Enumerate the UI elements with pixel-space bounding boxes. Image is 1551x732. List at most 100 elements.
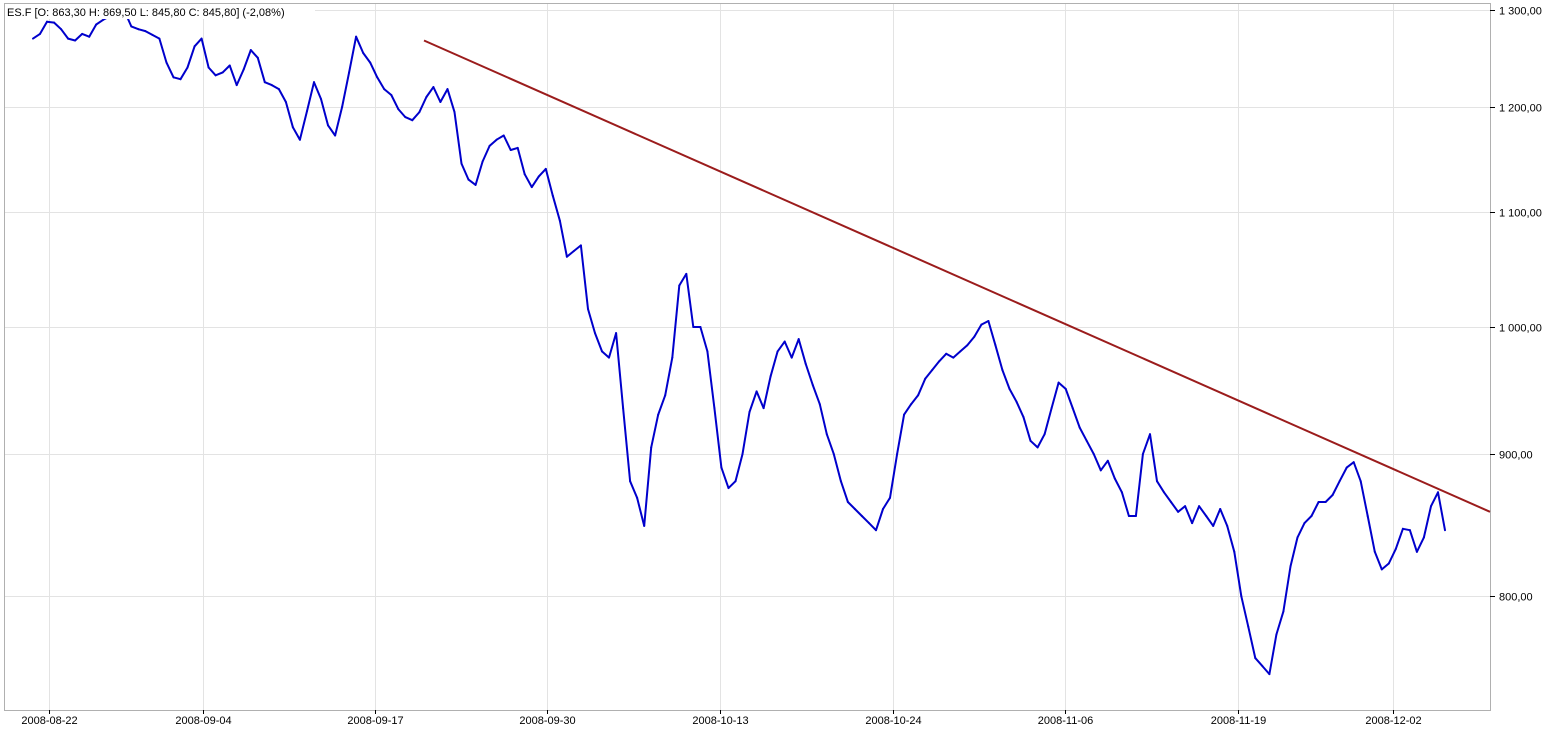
price-segment bbox=[748, 390, 758, 413]
price-segment bbox=[418, 96, 428, 114]
price-segment bbox=[1219, 508, 1229, 527]
price-segment bbox=[1233, 550, 1243, 598]
price-segment bbox=[530, 175, 540, 189]
price-segment bbox=[509, 146, 519, 151]
price-segment bbox=[362, 52, 372, 64]
price-segment bbox=[924, 369, 934, 380]
price-segment bbox=[1008, 387, 1018, 403]
price-segment bbox=[1036, 433, 1046, 449]
price-segment bbox=[643, 446, 653, 527]
price-segment bbox=[425, 86, 435, 98]
price-segment bbox=[980, 320, 990, 326]
price-segment bbox=[1001, 369, 1011, 390]
price-segment bbox=[1113, 477, 1123, 494]
price-segment bbox=[369, 61, 379, 79]
price-segment bbox=[334, 106, 344, 137]
price-segment bbox=[657, 394, 667, 416]
price-segment bbox=[46, 20, 56, 24]
price-segment bbox=[235, 68, 245, 87]
price-segment bbox=[1282, 565, 1292, 613]
price-segment bbox=[474, 160, 484, 186]
price-segment bbox=[1170, 501, 1180, 513]
y-tick-label: 800,00 bbox=[1499, 592, 1533, 604]
x-tick-label: 2008-09-30 bbox=[519, 715, 575, 727]
price-segment bbox=[488, 138, 498, 147]
price-segment bbox=[790, 338, 800, 359]
price-segment bbox=[1141, 433, 1151, 456]
price-segment bbox=[587, 308, 596, 335]
price-segment bbox=[298, 110, 308, 141]
price-segment bbox=[882, 496, 891, 510]
price-segment bbox=[910, 394, 920, 406]
price-segment bbox=[594, 332, 603, 353]
price-segment bbox=[903, 403, 913, 416]
price-segment bbox=[727, 480, 737, 490]
price-segment bbox=[706, 350, 716, 410]
price-segment bbox=[860, 515, 870, 525]
price-segment bbox=[207, 66, 217, 77]
price-segment bbox=[938, 352, 948, 363]
price-segment bbox=[931, 360, 941, 371]
price-segment bbox=[1324, 494, 1334, 503]
price-segment bbox=[214, 71, 224, 77]
price-segment bbox=[1261, 665, 1271, 676]
price-segment bbox=[875, 508, 884, 532]
price-segment bbox=[263, 81, 273, 87]
price-segment bbox=[1394, 527, 1404, 550]
price-segment bbox=[327, 124, 337, 137]
price-segment bbox=[579, 244, 589, 310]
price-segment bbox=[1401, 527, 1411, 532]
price-segment bbox=[1092, 453, 1102, 472]
price-segment bbox=[537, 167, 547, 178]
price-segment bbox=[1085, 439, 1095, 456]
y-tick-label: 1 300,00 bbox=[1499, 6, 1542, 18]
price-segment bbox=[320, 98, 329, 127]
price-segment bbox=[291, 126, 301, 141]
price-segment bbox=[1205, 515, 1215, 527]
price-segment bbox=[1387, 547, 1397, 565]
price-segment bbox=[1247, 625, 1257, 660]
price-segment bbox=[1191, 505, 1201, 525]
price-segment bbox=[896, 413, 906, 456]
price-segment bbox=[1226, 524, 1236, 553]
price-segment bbox=[158, 37, 168, 64]
price-segment bbox=[629, 480, 639, 499]
price-segment bbox=[516, 146, 526, 176]
price-segment bbox=[615, 332, 625, 410]
price-segment bbox=[636, 496, 646, 527]
price-segment bbox=[481, 144, 491, 163]
price-segment bbox=[88, 23, 98, 38]
y-axis: 800,00 900,00 1 000,00 1 100,00 1 200,00 1 30… bbox=[1490, 6, 1542, 604]
price-segment bbox=[846, 501, 856, 510]
price-segment bbox=[572, 244, 582, 252]
price-segment bbox=[1057, 381, 1067, 390]
trendline-layer bbox=[423, 39, 1491, 513]
header-box bbox=[5, 4, 315, 19]
price-segment bbox=[228, 64, 238, 87]
price-segment bbox=[1338, 466, 1348, 483]
price-segment bbox=[945, 352, 955, 359]
price-segment bbox=[221, 64, 231, 74]
price-segment bbox=[1050, 381, 1060, 410]
price-segment bbox=[130, 25, 140, 31]
price-segment bbox=[952, 350, 962, 359]
price-segment bbox=[95, 18, 105, 26]
x-tick-label: 2008-09-04 bbox=[175, 715, 231, 727]
price-segment bbox=[720, 466, 730, 490]
price-segment bbox=[544, 167, 554, 197]
x-tick-label: 2008-09-17 bbox=[347, 715, 403, 727]
price-segment bbox=[277, 88, 287, 103]
price-segment bbox=[151, 33, 161, 40]
price-segment bbox=[783, 340, 793, 359]
price-segment bbox=[32, 32, 41, 40]
price-segment bbox=[769, 350, 779, 378]
price-segment bbox=[1359, 480, 1369, 517]
price-segment bbox=[411, 111, 421, 122]
price-segment bbox=[565, 250, 575, 258]
price-segment bbox=[832, 453, 842, 483]
price-segment bbox=[172, 76, 182, 81]
price-segment bbox=[1212, 508, 1222, 527]
price-segment bbox=[776, 340, 786, 353]
price-segment bbox=[1289, 536, 1299, 568]
price-segment bbox=[741, 411, 751, 456]
